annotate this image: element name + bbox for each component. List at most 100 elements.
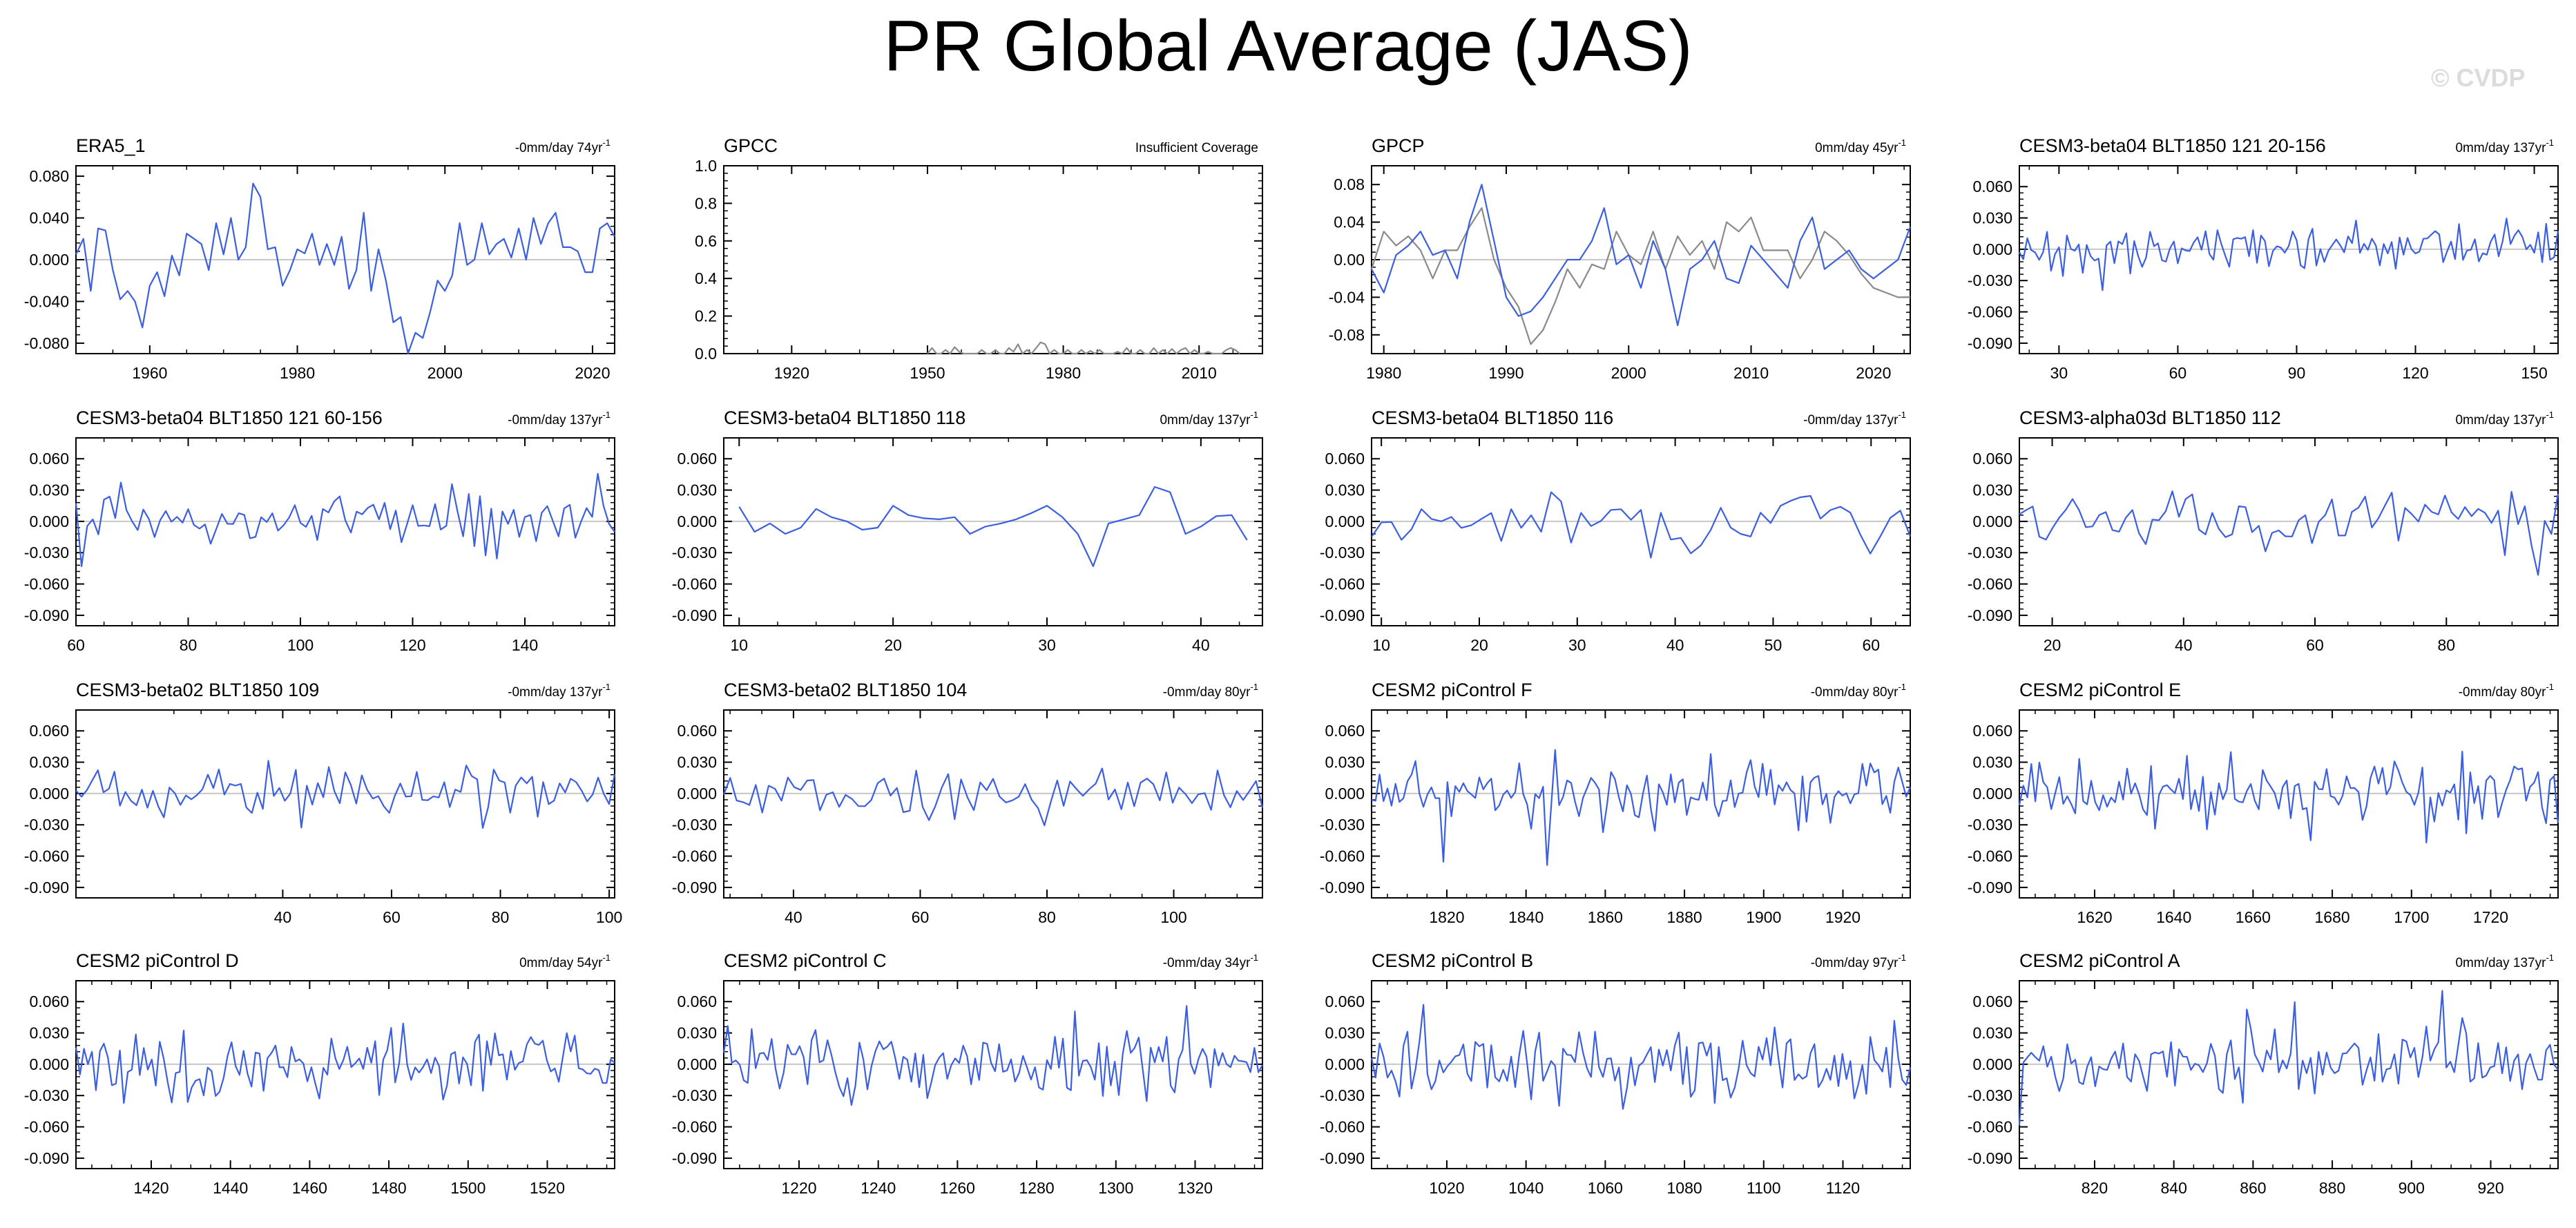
chart-trend-label: 0mm/day 137yr-1 <box>2455 137 2554 155</box>
y-tick-label: -0.090 <box>672 606 717 624</box>
y-tick-label: -0.060 <box>1320 847 1365 865</box>
chart-title: CESM3-alpha03d BLT1850 112 <box>2019 407 2281 428</box>
chart-title: CESM2 piControl B <box>1372 950 1533 971</box>
x-tick-label: 10 <box>1372 636 1390 654</box>
chart-panel: CESM3-beta02 BLT1850 104 -0mm/day 80yr-1-… <box>672 680 1264 926</box>
chart-title: GPCC <box>724 135 778 156</box>
y-tick-label: 0.000 <box>677 512 717 530</box>
y-tick-label: 0.030 <box>29 1024 69 1042</box>
y-tick-label: -0.060 <box>1968 575 2012 593</box>
model-series-line <box>2018 751 2559 844</box>
chart-panel: CESM3-beta04 BLT1850 116 -0mm/day 137yr-1… <box>1320 407 1912 654</box>
y-tick-label: -0.090 <box>1968 334 2012 352</box>
model-series-line <box>722 1005 1263 1106</box>
x-tick-label: 80 <box>1038 908 1056 926</box>
chart-title: CESM2 piControl C <box>724 950 887 971</box>
y-tick-label: -0.080 <box>24 334 69 352</box>
chart-title: GPCP <box>1372 135 1425 156</box>
x-tick-label: 100 <box>1160 908 1186 926</box>
y-tick-label: 0.060 <box>29 722 69 740</box>
x-tick-label: 1040 <box>1508 1179 1544 1197</box>
y-tick-label: -0.090 <box>24 879 69 896</box>
x-tick-label: 150 <box>2521 364 2547 382</box>
x-tick-label: 1300 <box>1098 1179 1133 1197</box>
plot-frame <box>723 980 1263 1169</box>
y-tick-label: 0.030 <box>1972 754 2012 771</box>
chart-panel: CESM3-beta02 BLT1850 109 -0mm/day 137yr-1… <box>24 680 623 926</box>
y-tick-label: -0.060 <box>672 575 717 593</box>
x-tick-label: 1020 <box>1429 1179 1464 1197</box>
chart-trend-exponent: -1 <box>1898 137 1906 148</box>
x-tick-label: 1320 <box>1178 1179 1213 1197</box>
y-tick-label: -0.060 <box>24 575 69 593</box>
x-tick-label: 60 <box>2306 636 2324 654</box>
x-tick-label: 1680 <box>2315 908 2350 926</box>
x-tick-label: 1820 <box>1429 908 1464 926</box>
x-tick-label: 1900 <box>1746 908 1781 926</box>
x-tick-label: 1990 <box>1488 364 1524 382</box>
chart-trend-label: 0mm/day 45yr-1 <box>1815 137 1906 155</box>
x-tick-label: 1920 <box>1825 908 1861 926</box>
chart-trend-exponent: -1 <box>1898 952 1906 963</box>
y-tick-label: -0.090 <box>24 1149 69 1167</box>
y-tick-label: -0.090 <box>672 879 717 896</box>
model-series-line <box>1371 749 1912 866</box>
x-tick-label: 1700 <box>2394 908 2429 926</box>
x-tick-label: 1240 <box>861 1179 896 1197</box>
y-tick-label: 0.060 <box>1972 450 2012 468</box>
y-tick-label: -0.030 <box>24 816 69 834</box>
chart-trend-exponent: -1 <box>2546 137 2554 148</box>
x-tick-label: 1480 <box>372 1179 407 1197</box>
x-tick-label: 100 <box>287 636 314 654</box>
model-series-line <box>75 472 615 568</box>
y-tick-label: -0.030 <box>1320 1086 1365 1104</box>
chart-trend-label: 0mm/day 54yr-1 <box>519 952 611 970</box>
y-tick-label: 0.060 <box>1325 992 1365 1010</box>
y-tick-label: 0.030 <box>1972 1024 2012 1042</box>
chart-title: CESM2 piControl F <box>1372 680 1532 700</box>
x-tick-label: 2000 <box>1611 364 1646 382</box>
x-tick-label: 60 <box>912 908 930 926</box>
chart-panel: CESM2 piControl D 0mm/day 54yr-1 -0.090 -0.… <box>24 950 615 1197</box>
x-tick-label: 1440 <box>213 1179 248 1197</box>
chart-trend-label: -0mm/day 80yr-1 <box>1163 682 1258 700</box>
model-series-line <box>722 767 1264 827</box>
x-tick-label: 20 <box>884 636 902 654</box>
x-tick-label: 140 <box>512 636 538 654</box>
page-title: PR Global Average (JAS) <box>883 6 1693 86</box>
y-tick-label: 0.000 <box>29 785 69 803</box>
x-tick-label: 1100 <box>1747 1179 1780 1197</box>
chart-panel: CESM2 piControl B -0mm/day 97yr-1 -0.090 -0… <box>1320 950 1912 1197</box>
x-tick-label: 2010 <box>1733 364 1769 382</box>
chart-panel: GPCP 0mm/day 45yr-1 -0.08 -0.04 0.00 0.04 0.08… <box>1329 135 1912 382</box>
x-tick-label: 1280 <box>1019 1179 1055 1197</box>
y-tick-label: -0.060 <box>24 847 69 865</box>
chart-trend-label: 0mm/day 137yr-1 <box>1160 410 1258 428</box>
y-tick-label: -0.030 <box>672 816 717 834</box>
x-tick-label: 1660 <box>2236 908 2271 926</box>
y-tick-label: 0.080 <box>29 167 69 185</box>
plot-frame <box>1371 437 1911 626</box>
y-tick-label: -0.030 <box>1968 816 2012 834</box>
y-tick-label: 0.000 <box>1972 512 2012 530</box>
x-tick-label: 900 <box>2399 1179 2425 1197</box>
chart-title: CESM3-beta04 BLT1850 118 <box>724 407 965 428</box>
x-tick-label: 60 <box>383 908 401 926</box>
y-tick-label: 0.060 <box>677 992 717 1010</box>
y-tick-label: 0.030 <box>677 481 717 499</box>
y-tick-label: -0.030 <box>24 544 69 562</box>
y-tick-label: 0.000 <box>29 512 69 530</box>
chart-trend-label: -0mm/day 137yr-1 <box>1803 410 1906 428</box>
y-tick-label: 0.000 <box>677 1055 717 1073</box>
x-tick-label: 40 <box>1666 636 1684 654</box>
chart-title: CESM3-beta04 BLT1850 116 <box>1372 407 1613 428</box>
x-tick-label: 1500 <box>450 1179 486 1197</box>
y-tick-label: 0.060 <box>677 450 717 468</box>
x-tick-label: 40 <box>2175 636 2193 654</box>
chart-trend-exponent: -1 <box>602 410 611 420</box>
x-tick-label: 1260 <box>940 1179 975 1197</box>
y-tick-label: -0.060 <box>672 1118 717 1136</box>
x-tick-label: 1950 <box>910 364 945 382</box>
chart-trend-label: -0mm/day 80yr-1 <box>2459 682 2554 700</box>
watermark: © CVDP <box>2431 64 2526 92</box>
